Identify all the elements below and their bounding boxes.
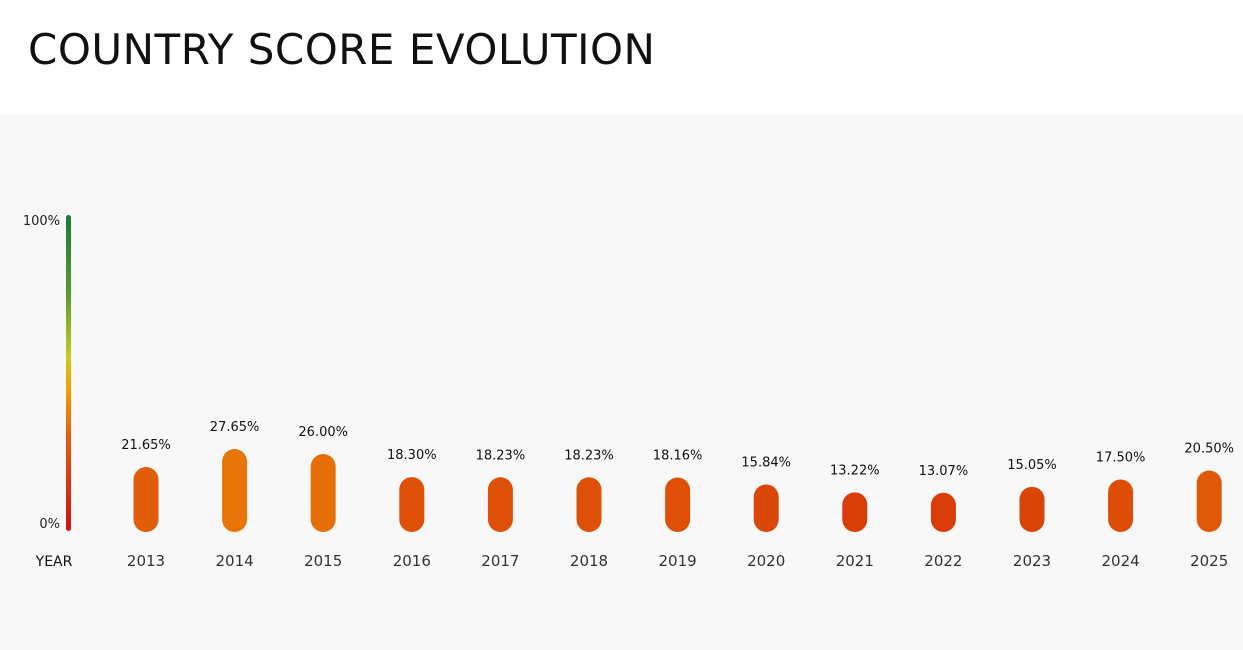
bar-2018 (576, 477, 602, 532)
value-label-2016: 18.30% (387, 448, 437, 463)
year-label-2020: 2020 (747, 552, 785, 570)
chart-panel: 100% 0% YEAR 21.65% 2013 27.65% 2014 26.00% 2… (0, 114, 1243, 650)
value-label-2014: 27.65% (210, 420, 260, 435)
year-label-2016: 2016 (393, 552, 431, 570)
bar-2014 (222, 449, 248, 532)
bars-group: 21.65% 2013 27.65% 2014 26.00% 2015 18.30% 2016… (121, 420, 1234, 570)
value-label-2019: 18.16% (653, 449, 703, 464)
bar-2022 (930, 492, 956, 532)
year-label-2021: 2021 (836, 552, 874, 570)
bar-2024 (1108, 479, 1134, 532)
x-axis-label: YEAR (35, 554, 73, 570)
value-label-2018: 18.23% (564, 448, 614, 463)
year-label-2023: 2023 (1013, 552, 1051, 570)
bar-2017 (487, 477, 513, 532)
value-label-2024: 17.50% (1096, 451, 1146, 466)
year-label-2015: 2015 (304, 552, 342, 570)
score-chart: 100% 0% YEAR 21.65%201327.65%201426.00%2… (23, 214, 1234, 570)
year-label-2018: 2018 (570, 552, 608, 570)
value-label-2022: 13.07% (919, 464, 969, 479)
y-axis-color-scale (66, 215, 71, 531)
year-label-2024: 2024 (1102, 552, 1140, 570)
page-title: COUNTRY SCORE EVOLUTION (28, 25, 656, 74)
year-label-2017: 2017 (481, 552, 519, 570)
year-label-2022: 2022 (924, 552, 962, 570)
value-label-2017: 18.23% (476, 448, 526, 463)
y-tick-max: 100% (23, 214, 60, 229)
bar-2020 (753, 484, 779, 532)
y-tick-min: 0% (39, 517, 60, 532)
bar-2015 (310, 454, 336, 532)
value-label-2013: 21.65% (121, 438, 171, 453)
value-label-2015: 26.00% (298, 425, 348, 440)
bar-2016 (399, 477, 425, 532)
bar-2013 (133, 467, 159, 532)
year-label-2019: 2019 (659, 552, 697, 570)
bar-2025 (1196, 470, 1222, 532)
bar-2021 (842, 492, 868, 532)
bar-2023 (1019, 486, 1045, 532)
value-label-2023: 15.05% (1007, 458, 1057, 473)
value-label-2020: 15.84% (741, 455, 791, 470)
value-label-2021: 13.22% (830, 463, 880, 478)
bar-2019 (665, 477, 691, 532)
year-label-2025: 2025 (1190, 552, 1228, 570)
value-label-2025: 20.50% (1184, 442, 1234, 457)
year-label-2014: 2014 (216, 552, 254, 570)
year-label-2013: 2013 (127, 552, 165, 570)
